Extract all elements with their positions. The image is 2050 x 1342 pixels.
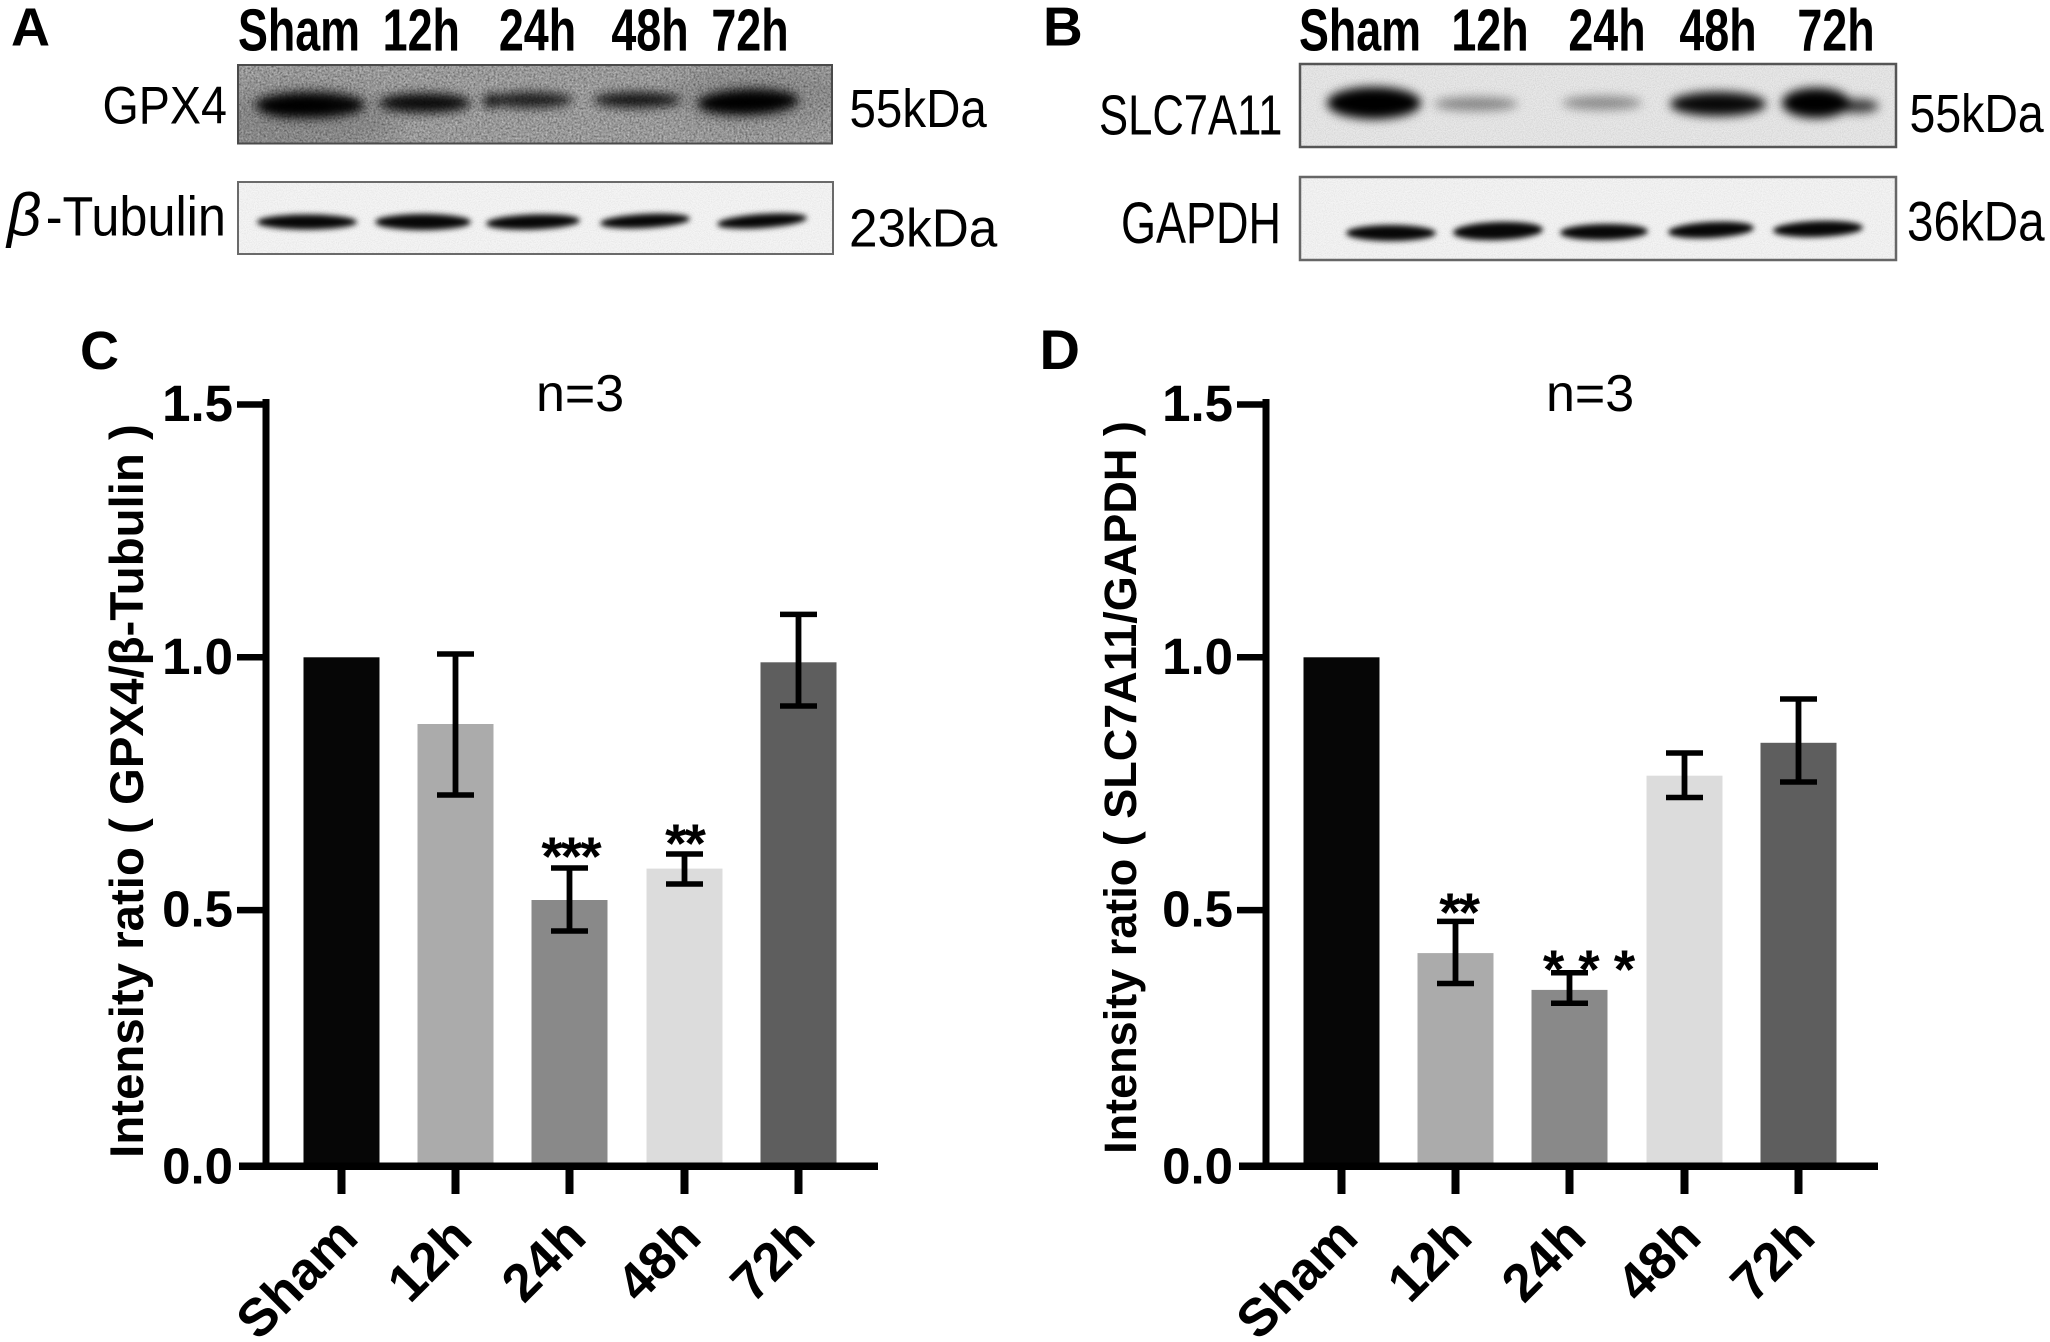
svg-text:55kDa: 55kDa [850, 78, 988, 139]
svg-text:24h: 24h [1568, 0, 1645, 64]
svg-text:24h: 24h [1491, 1207, 1597, 1313]
svg-text:A: A [11, 0, 50, 57]
svg-text:36kDa: 36kDa [1907, 191, 2045, 253]
svg-text:1.5: 1.5 [1162, 375, 1233, 432]
svg-text:β: β [5, 182, 41, 249]
svg-text:24h: 24h [491, 1207, 597, 1313]
svg-text:-Tubulin: -Tubulin [46, 186, 226, 248]
svg-text:**: ** [665, 812, 706, 874]
svg-text:1.0: 1.0 [1162, 628, 1233, 685]
svg-text:Sham: Sham [225, 1207, 369, 1342]
svg-text:72h: 72h [1797, 0, 1874, 64]
svg-text:72h: 72h [1720, 1207, 1826, 1313]
svg-text:n=3: n=3 [536, 365, 624, 423]
svg-text:48h: 48h [1606, 1207, 1712, 1313]
svg-text:Sham: Sham [238, 0, 360, 64]
svg-text:***: *** [541, 825, 602, 887]
svg-text:24h: 24h [499, 0, 576, 64]
svg-text:1.5: 1.5 [162, 375, 233, 432]
svg-text:B: B [1043, 0, 1083, 57]
svg-text:GAPDH: GAPDH [1121, 192, 1281, 257]
svg-text:**: ** [1439, 881, 1480, 943]
svg-text:23kDa: 23kDa [849, 198, 998, 258]
svg-text:55kDa: 55kDa [1910, 83, 2044, 144]
svg-text:12h: 12h [377, 1207, 483, 1313]
svg-text:Intensity ratio ( GPX4/β-Tubul: Intensity ratio ( GPX4/β-Tubulin ) [101, 424, 154, 1158]
svg-text:GPX4: GPX4 [103, 76, 227, 135]
svg-text:48h: 48h [1679, 0, 1756, 64]
svg-text:0.5: 0.5 [1162, 881, 1233, 938]
svg-text:72h: 72h [720, 1207, 826, 1313]
svg-text:72h: 72h [711, 0, 788, 64]
svg-text:48h: 48h [606, 1207, 712, 1313]
svg-text:1.0: 1.0 [162, 628, 233, 685]
svg-text:12h: 12h [1451, 0, 1528, 64]
svg-text:Sham: Sham [1299, 0, 1421, 64]
svg-text:0.0: 0.0 [162, 1138, 233, 1195]
svg-text:48h: 48h [611, 0, 688, 64]
svg-text:12h: 12h [1377, 1207, 1483, 1313]
svg-text:C: C [80, 321, 119, 381]
svg-text:***: *** [1543, 938, 1649, 1000]
svg-text:Intensity ratio ( SLC7A11/GAPD: Intensity ratio ( SLC7A11/GAPDH ) [1095, 421, 1146, 1154]
svg-text:Sham: Sham [1225, 1207, 1369, 1342]
svg-text:0.5: 0.5 [162, 881, 233, 938]
svg-text:12h: 12h [383, 0, 460, 64]
svg-text:SLC7A11: SLC7A11 [1099, 83, 1282, 147]
svg-text:0.0: 0.0 [1162, 1138, 1233, 1195]
svg-text:D: D [1040, 318, 1080, 381]
svg-text:n=3: n=3 [1546, 365, 1634, 423]
